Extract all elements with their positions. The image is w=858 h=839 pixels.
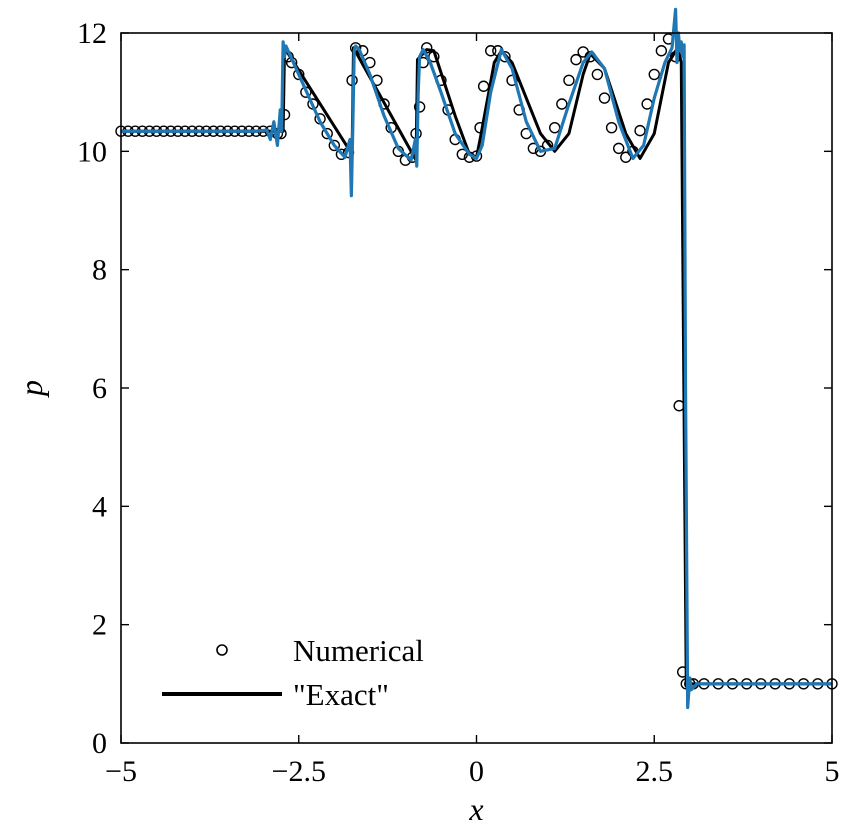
- numerical-point: [321, 127, 333, 140]
- blue-series-line: [121, 7, 832, 710]
- x-tick-label: −2.5: [272, 755, 326, 788]
- numerical-point: [655, 45, 668, 57]
- y-tick-label: 6: [92, 372, 107, 405]
- numerical-point: [591, 68, 604, 81]
- numerical-point: [477, 80, 490, 92]
- numerical-point: [613, 142, 625, 155]
- y-axis: 0 2 4 6 8 10 12: [77, 17, 832, 760]
- numerical-point: [549, 121, 561, 134]
- y-tick-label: 2: [92, 609, 107, 642]
- x-tick-label: −5: [105, 755, 137, 788]
- numerical-point: [634, 124, 646, 137]
- y-tick-label: 8: [92, 254, 107, 287]
- y-tick-label: 4: [92, 490, 107, 523]
- axes-frame: [120, 32, 833, 744]
- x-axis: −5 −2.5 0 2.5 5: [105, 33, 840, 788]
- numerical-point: [328, 139, 340, 152]
- legend: Numerical "Exact": [162, 633, 424, 712]
- numerical-point: [413, 101, 426, 113]
- numerical-point: [598, 92, 611, 104]
- plot-area: [115, 7, 838, 710]
- numerical-point: [456, 148, 468, 160]
- legend-marker-numerical: [216, 644, 228, 656]
- y-tick-label: 0: [92, 727, 107, 760]
- legend-label-numerical: Numerical: [293, 633, 424, 668]
- y-tick-label: 10: [77, 135, 107, 168]
- x-tick-label: 2.5: [636, 755, 674, 788]
- x-tick-label: 0: [469, 755, 484, 788]
- numerical-point: [648, 68, 660, 81]
- legend-label-exact: "Exact": [293, 677, 389, 712]
- numerical-point: [577, 46, 589, 58]
- exact-series-line: [121, 46, 832, 686]
- numerical-point: [556, 98, 568, 110]
- numerical-point: [570, 53, 582, 66]
- x-axis-label: x: [468, 791, 483, 827]
- y-tick-label: 12: [77, 17, 107, 50]
- numerical-point: [605, 121, 618, 134]
- numerical-point: [293, 68, 305, 81]
- numerical-point: [485, 45, 497, 57]
- numerical-point: [506, 74, 518, 87]
- numerical-point: [563, 74, 575, 87]
- x-tick-label: 5: [825, 755, 840, 788]
- y-axis-label: p: [13, 380, 49, 398]
